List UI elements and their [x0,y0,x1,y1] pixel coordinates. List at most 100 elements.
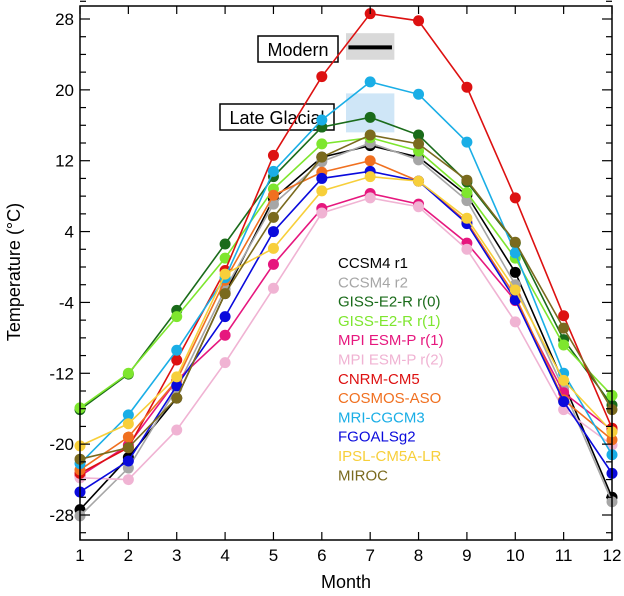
data-point [509,316,521,328]
data-point [316,114,328,126]
data-point [219,268,231,280]
data-point [219,357,231,369]
series-line [79,142,613,517]
data-point [316,207,328,219]
data-point [461,195,473,207]
data-point [364,129,376,141]
legend-entry: GISS-E2-R r(0) [338,294,441,311]
data-point [509,266,521,278]
data-point [461,136,473,148]
data-point [171,380,183,392]
legend-entry: CCSM4 r1 [338,255,408,272]
data-point [171,392,183,404]
data-point [267,165,279,177]
x-tick-label: 11 [555,546,573,565]
data-point [364,155,376,167]
data-point [461,187,473,199]
series-line [79,12,613,475]
series-ipsl-cm5a-lr [74,171,618,452]
data-point [509,192,521,204]
legend-entry: FGOALSg2 [338,429,416,446]
data-point [122,367,134,379]
legend-entry: CCSM4 r2 [338,274,408,291]
y-tick-label: -4 [59,293,74,312]
annotation-label: Modern [267,40,328,60]
data-point [461,212,473,224]
x-tick-label: 4 [220,546,229,565]
x-tick-label: 9 [462,546,471,565]
y-tick-label: -20 [49,435,74,454]
data-point [461,81,473,93]
data-point [171,424,183,436]
series-line [79,170,613,493]
data-point [219,329,231,341]
x-tick-label: 2 [124,546,133,565]
y-tick-label: 12 [55,152,74,171]
data-point [316,172,328,184]
legend-entry: MPI ESM-P r(1) [338,332,444,349]
series-line [79,116,613,411]
data-point [413,88,425,100]
data-point [413,201,425,213]
data-point [122,409,134,421]
data-point [267,211,279,223]
data-point [413,138,425,150]
data-point [558,396,570,408]
data-point [413,175,425,187]
legend-entry: MRI-CGCM3 [338,409,425,426]
data-point [219,311,231,323]
data-point [171,354,183,366]
data-point [509,294,521,306]
series-line [79,197,613,481]
legend-entry: CNRM-CM5 [338,371,420,388]
y-tick-label: 20 [55,81,74,100]
series-line [79,81,613,465]
data-point [364,192,376,204]
data-point [509,236,521,248]
data-point [267,282,279,294]
data-point [171,344,183,356]
data-point [267,189,279,201]
data-point [558,339,570,351]
plot-frame [79,5,613,541]
annotation-label-box [219,103,335,131]
data-point [364,171,376,183]
y-tick-label: -28 [49,506,74,525]
data-point [364,111,376,123]
legend-entry: COSMOS-ASO [338,390,441,407]
data-point [413,15,425,27]
data-point [558,310,570,322]
data-point [316,71,328,83]
y-tick-label: 4 [65,223,74,242]
series-line [79,134,613,460]
data-point [219,252,231,264]
legend-entry: MPI ESM-P r(2) [338,352,444,369]
data-point [316,151,328,163]
y-axis-label: Temperature (°C) [4,203,24,341]
x-tick-label: 6 [317,546,326,565]
data-point [219,288,231,300]
data-point [267,258,279,270]
data-point [413,129,425,141]
data-point [461,174,473,186]
data-point [316,185,328,197]
data-point [267,226,279,238]
y-tick-label: -12 [49,364,74,383]
x-tick-label: 7 [365,546,374,565]
data-point [364,76,376,88]
legend-entry: MIROC [338,467,388,484]
legend-entry: IPSL-CM5A-LR [338,448,442,465]
data-point [122,418,134,430]
x-tick-label: 10 [506,546,525,565]
data-point [171,371,183,383]
data-point [122,442,134,454]
data-point [461,243,473,255]
data-point [171,311,183,323]
x-tick-label: 8 [414,546,423,565]
annotation-label-box [257,35,339,63]
data-point [219,238,231,250]
data-point [558,322,570,334]
x-tick-label: 1 [75,546,84,565]
data-point [122,431,134,443]
